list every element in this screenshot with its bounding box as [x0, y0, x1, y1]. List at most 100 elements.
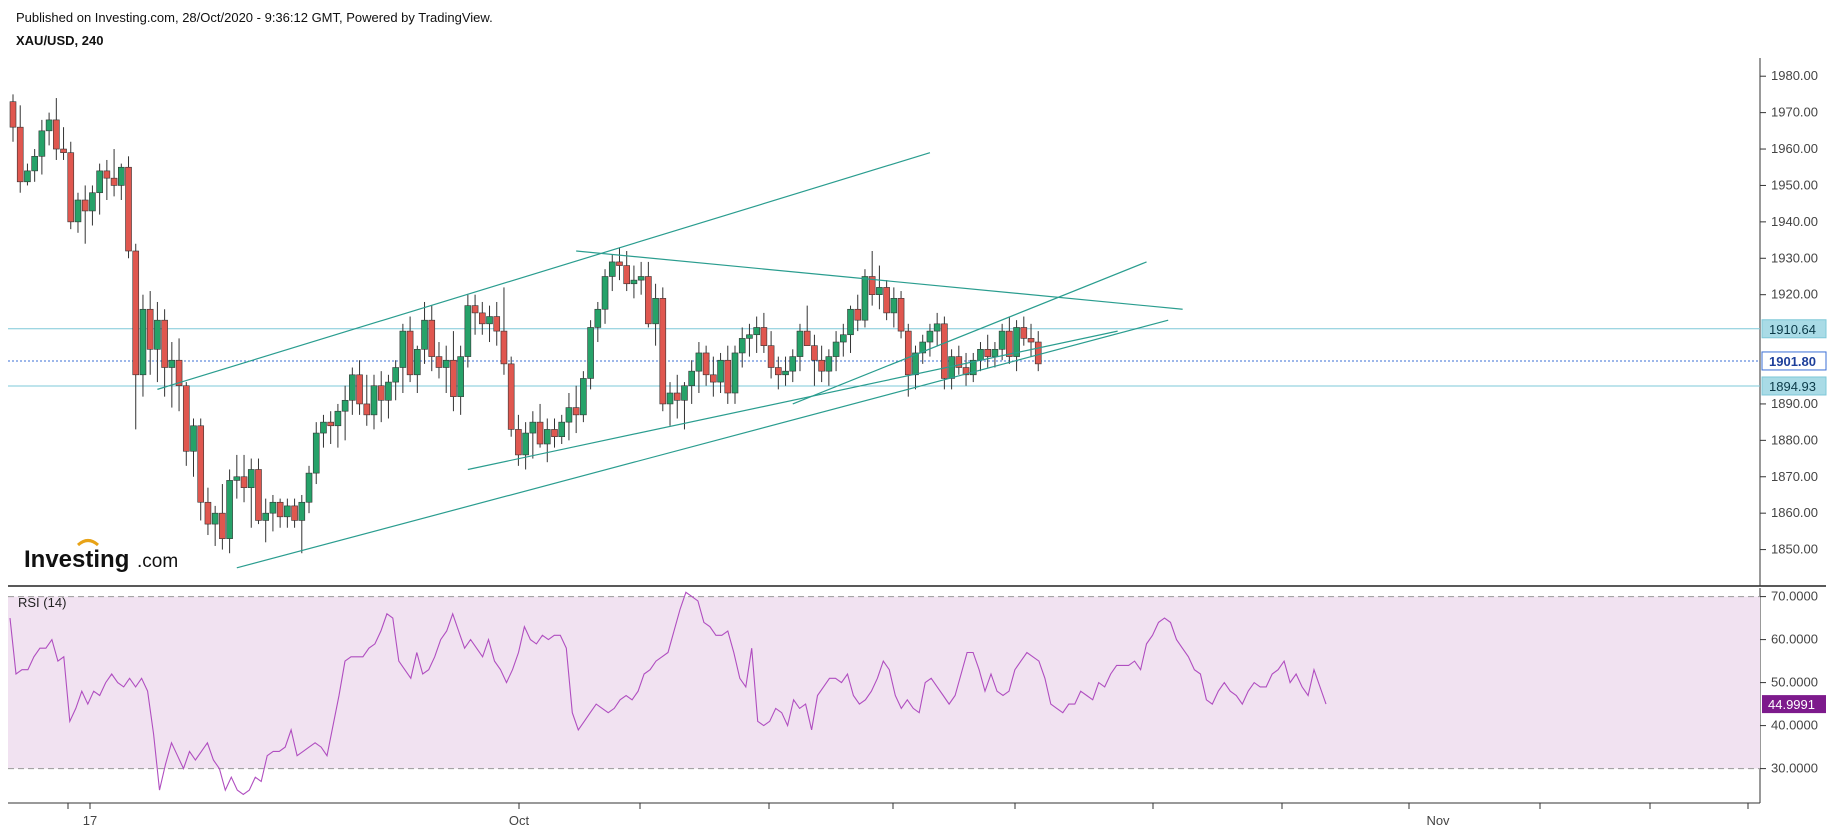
- candle-body: [67, 152, 75, 223]
- candle-body: [897, 298, 905, 332]
- candle-body: [9, 101, 17, 128]
- rsi-tick-label: 30.0000: [1771, 761, 1818, 776]
- candle-body: [60, 148, 67, 153]
- logo-swoosh: [76, 539, 100, 547]
- candle-body: [645, 276, 652, 325]
- candle-body: [392, 367, 399, 383]
- published-caption: Published on Investing.com, 28/Oct/2020 …: [16, 10, 493, 25]
- candle-body: [435, 356, 443, 368]
- price-tag-label: 1894.93: [1769, 379, 1816, 394]
- candle-body: [659, 298, 667, 405]
- rsi-line: [9, 591, 1327, 796]
- candle-body: [442, 359, 450, 368]
- candle-body: [233, 476, 241, 481]
- candle-body: [168, 359, 176, 368]
- candle-body: [695, 352, 703, 372]
- candle-body: [623, 265, 631, 285]
- candle-body: [551, 429, 558, 438]
- candle-body: [1006, 330, 1013, 357]
- candle-body: [717, 359, 724, 383]
- candle-body: [414, 349, 421, 376]
- candle-body: [363, 403, 371, 416]
- candle-body: [731, 352, 739, 394]
- candle-body: [125, 166, 132, 252]
- candle-body: [818, 359, 825, 372]
- candle-body: [587, 327, 594, 379]
- candle-body: [385, 381, 392, 401]
- time-tick-label: Oct: [509, 813, 530, 828]
- price-tag-box: [1761, 319, 1827, 339]
- price-tick-label: 1970.00: [1771, 105, 1818, 120]
- candle-body: [89, 192, 96, 212]
- candle-body: [904, 330, 912, 376]
- candle-body: [998, 330, 1006, 350]
- candle-body: [710, 374, 717, 383]
- candle-body: [558, 421, 566, 438]
- trendline[interactable]: [236, 319, 1169, 569]
- candle-body: [377, 385, 385, 401]
- candle-body: [536, 421, 544, 445]
- candle-body: [962, 367, 970, 376]
- candle-body: [608, 261, 616, 277]
- trendline[interactable]: [157, 152, 931, 390]
- price-tick-label: 1980.00: [1771, 68, 1818, 83]
- candle-body: [984, 349, 992, 357]
- candle-body: [933, 323, 941, 332]
- trendline[interactable]: [467, 330, 1118, 471]
- candle-body: [572, 407, 580, 416]
- candle-body: [522, 432, 529, 456]
- rsi-tick-label: 40.0000: [1771, 718, 1818, 733]
- investing-logo: Investing .com: [24, 539, 178, 573]
- rsi-title: RSI (14): [18, 595, 66, 610]
- candle-body: [782, 370, 789, 376]
- candle-body: [977, 349, 984, 361]
- price-tick-label: 1950.00: [1771, 177, 1818, 192]
- candle-body: [312, 432, 320, 474]
- candle-body: [219, 512, 226, 539]
- candle-body: [16, 126, 24, 183]
- price-tick-label: 1870.00: [1771, 469, 1818, 484]
- candle-body: [38, 130, 46, 157]
- candle-body: [284, 505, 291, 518]
- trendline[interactable]: [792, 261, 1147, 405]
- candle-body: [161, 319, 168, 368]
- candle-body: [255, 469, 262, 521]
- candle-body: [500, 330, 508, 365]
- candle-body: [53, 119, 60, 150]
- price-tick-label: 1850.00: [1771, 542, 1818, 557]
- logo-suffix: .com: [137, 551, 178, 572]
- candle-body: [197, 425, 205, 503]
- candle-body: [320, 421, 327, 434]
- candle-body: [601, 276, 609, 310]
- rsi-tick-label: 70.0000: [1771, 589, 1818, 604]
- candle-body: [74, 199, 82, 223]
- candle-body: [247, 469, 255, 488]
- candle-body: [276, 501, 284, 518]
- candle-body: [103, 170, 111, 179]
- candle-body: [305, 472, 313, 503]
- candle-body: [681, 385, 688, 401]
- candle-body: [991, 349, 999, 357]
- candle-body: [45, 119, 53, 132]
- candle-body: [421, 319, 428, 350]
- candle-body: [832, 341, 840, 357]
- candle-body: [478, 312, 486, 325]
- candle-body: [796, 330, 804, 357]
- candle-body: [182, 385, 190, 452]
- candle-body: [673, 392, 681, 401]
- candle-body: [811, 345, 818, 361]
- candle-body: [1013, 327, 1020, 357]
- candle-body: [738, 338, 746, 354]
- candle-body: [240, 476, 248, 488]
- time-tick-label: Nov: [1426, 813, 1450, 828]
- trendline[interactable]: [576, 250, 1183, 310]
- candle-body: [724, 359, 732, 394]
- candle-body: [370, 385, 378, 416]
- candle-body: [616, 261, 623, 266]
- candle-body: [327, 421, 334, 427]
- candle-body: [594, 308, 602, 328]
- time-tick-label: 17: [83, 813, 97, 828]
- candle-body: [291, 505, 298, 521]
- candle-body: [31, 156, 38, 172]
